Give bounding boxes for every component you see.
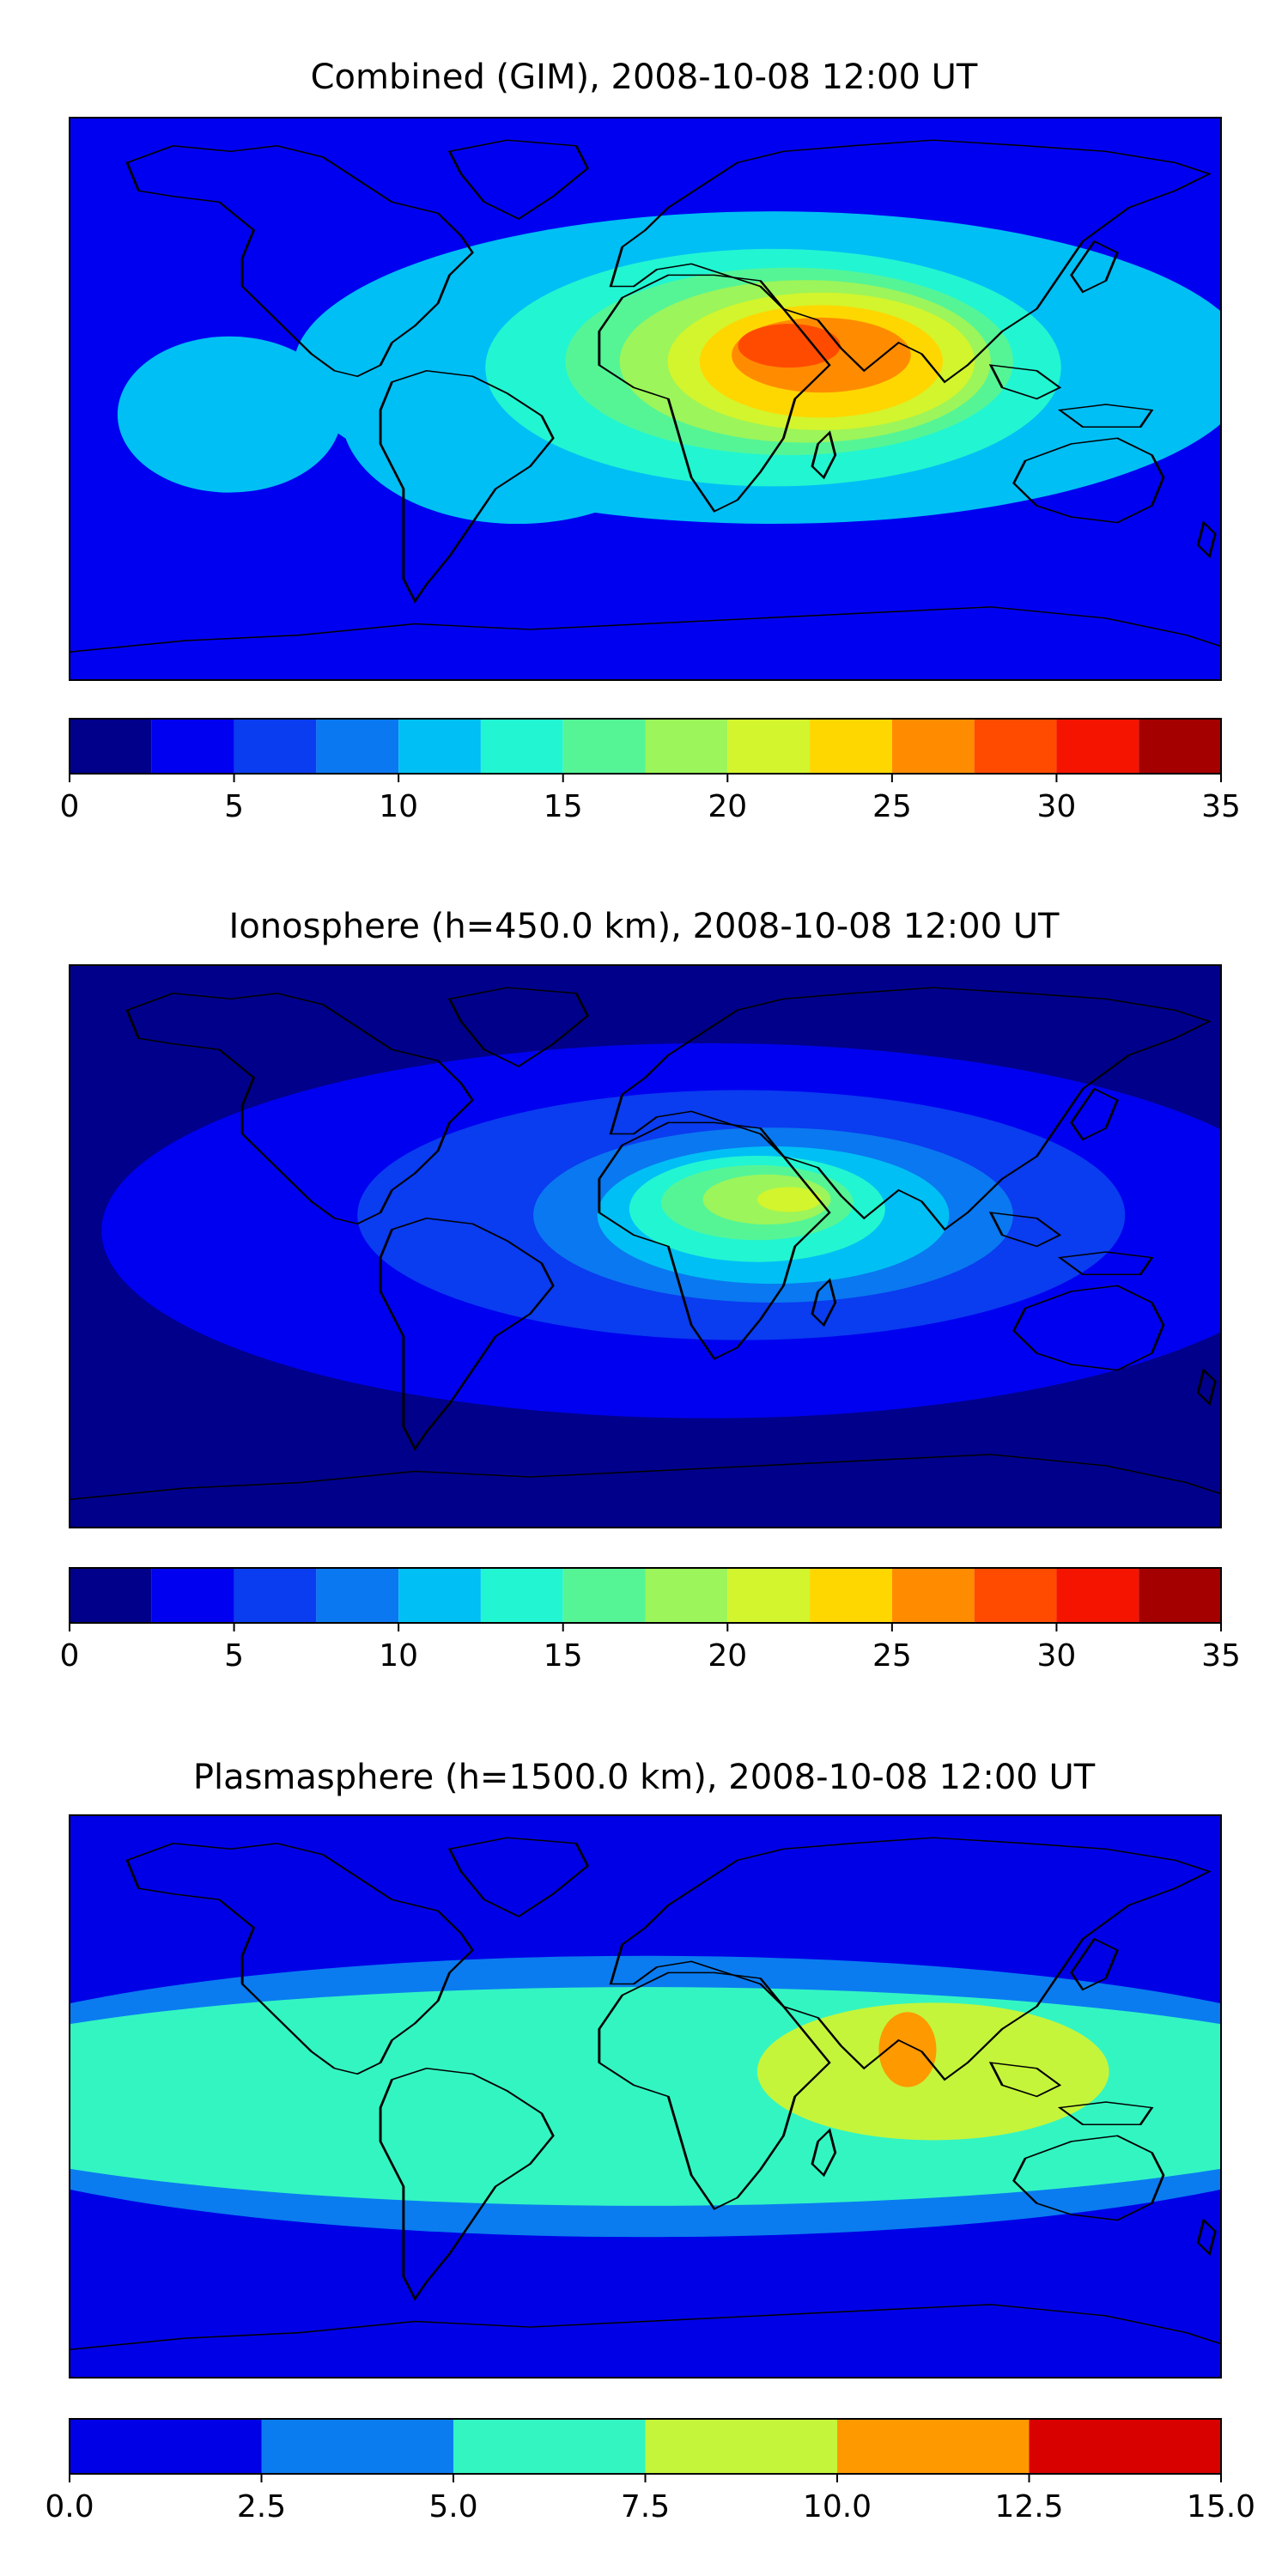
tec-map-ionosphere: [70, 965, 1221, 1528]
map-title-plasmasphere: Plasmasphere (h=1500.0 km), 2008-10-08 1…: [193, 1758, 1096, 1797]
colorbar-tick-label: 15: [544, 1638, 583, 1674]
colorbar-segment: [1056, 1568, 1139, 1623]
colorbar-segment: [234, 719, 317, 774]
colorbar-tick-label: 2.5: [237, 2489, 286, 2524]
colorbar-tick-label: 25: [872, 789, 912, 824]
colorbar-segment: [1056, 719, 1139, 774]
panel-combined-gim: Combined (GIM), 2008-10-08 12:00 UT 0 5 10…: [60, 58, 1241, 824]
colorbar-plasmasphere: 0.0 2.5 5.0 7.5 10.0 12.5 15.0: [45, 2418, 1255, 2524]
panel-ionosphere: Ionosphere (h=450.0 km), 2008-10-08 12:0…: [60, 907, 1241, 1674]
colorbar-combined: 0 5 10 15 20 25 30 35: [60, 718, 1241, 824]
colorbar-segment: [316, 1568, 399, 1623]
colorbar-segment: [891, 1568, 975, 1623]
colorbar-tick-label: 10: [379, 789, 418, 824]
colorbar-frame: [69, 1567, 1222, 1624]
map-frame: [69, 117, 1222, 681]
colorbar-segment: [810, 1568, 892, 1623]
colorbar-segment: [645, 1568, 728, 1623]
colorbar-segment: [151, 1568, 234, 1623]
colorbar-tick-label: 35: [1201, 1638, 1241, 1674]
colorbar-tick-label: 15: [544, 789, 583, 824]
colorbar-segment: [70, 719, 152, 774]
colorbar-tick-label: 0: [60, 1638, 80, 1674]
colorbar-tick-label: 10.0: [803, 2489, 872, 2524]
colorbar-segment: [70, 1568, 152, 1623]
colorbar-segment: [837, 2419, 1030, 2474]
map-frame: [69, 1814, 1222, 2379]
contour-region-level-11: [738, 324, 841, 368]
colorbar-segment: [453, 2419, 646, 2474]
colorbar-segment: [645, 2419, 837, 2474]
colorbar-segment: [398, 1568, 481, 1623]
colorbar-segment: [891, 719, 975, 774]
colorbar-segment: [316, 719, 399, 774]
colorbar-segment: [727, 1568, 811, 1623]
colorbar-tick-label: 35: [1201, 789, 1241, 824]
map-title-ionosphere: Ionosphere (h=450.0 km), 2008-10-08 12:0…: [229, 907, 1060, 946]
colorbar-segment: [70, 2419, 262, 2474]
colorbar-segment: [480, 719, 563, 774]
colorbar-segment: [974, 719, 1057, 774]
colorbar-ionosphere: 0 5 10 15 20 25 30 35: [60, 1567, 1241, 1674]
colorbar-tick-label: 10: [379, 1638, 418, 1674]
colorbar-segment: [151, 719, 234, 774]
colorbar-tick-label: 20: [708, 789, 747, 824]
colorbar-tick-label: 12.5: [994, 2489, 1063, 2524]
colorbar-tick-label: 20: [708, 1638, 747, 1674]
colorbar-tick-label: 5: [224, 789, 244, 824]
colorbar-tick-label: 0: [60, 789, 80, 824]
colorbar-segment: [398, 719, 481, 774]
colorbar-segment: [562, 1568, 646, 1623]
colorbar-tick-label: 7.5: [621, 2489, 670, 2524]
tec-map-combined: [70, 118, 1221, 680]
colorbar-tick-label: 30: [1037, 1638, 1077, 1674]
colorbar-segment: [645, 719, 728, 774]
colorbar-segment: [1139, 719, 1221, 774]
colorbar-tick-label: 30: [1037, 789, 1077, 824]
colorbar-tick-label: 0.0: [45, 2489, 94, 2524]
colorbar-segment: [562, 719, 646, 774]
tec-map-plasmasphere: [70, 1815, 1221, 2378]
contour-region-level-8: [756, 1187, 822, 1212]
colorbar-segment: [234, 1568, 317, 1623]
colorbar-tick-label: 25: [872, 1638, 912, 1674]
colorbar-tick-label: 15.0: [1187, 2489, 1255, 2524]
panel-plasmasphere: Plasmasphere (h=1500.0 km), 2008-10-08 1…: [45, 1758, 1255, 2524]
colorbar-segment: [480, 1568, 563, 1623]
colorbar-tick-label: 5: [224, 1638, 244, 1674]
colorbar-segment: [974, 1568, 1057, 1623]
colorbar-tick-label: 5.0: [428, 2489, 477, 2524]
colorbar-segment: [727, 719, 811, 774]
map-frame: [69, 964, 1222, 1528]
colorbar-segment: [1139, 1568, 1221, 1623]
map-title-combined: Combined (GIM), 2008-10-08 12:00 UT: [311, 58, 978, 97]
colorbar-segment: [1029, 2419, 1221, 2474]
colorbar-segment: [261, 2419, 453, 2474]
colorbar-frame: [69, 718, 1222, 775]
contour-region-level-3: [756, 2002, 1109, 2141]
contour-region-level-4: [878, 2012, 937, 2087]
colorbar-segment: [810, 719, 892, 774]
contour-region-level-4: [117, 336, 342, 493]
